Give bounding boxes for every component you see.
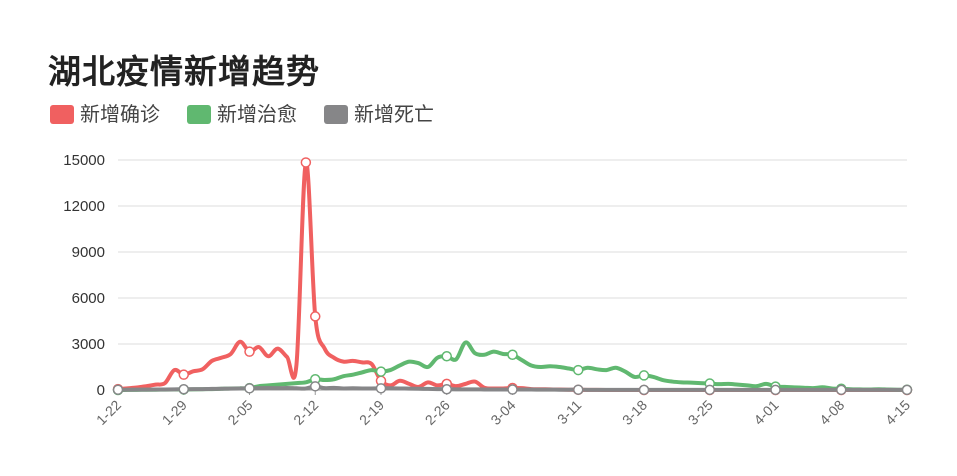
x-tick-label: 4-01: [750, 397, 781, 428]
x-tick-label: 3-18: [619, 397, 650, 428]
x-tick-label: 3-11: [554, 397, 585, 428]
data-point-deaths[interactable]: [704, 384, 715, 396]
y-tick-label: 3000: [72, 336, 105, 353]
data-point-recovered[interactable]: [375, 366, 387, 377]
data-point-confirmed-peak[interactable]: [300, 157, 312, 168]
x-tick-label: 3-04: [487, 397, 518, 428]
legend-item-confirmed[interactable]: 新增确诊: [50, 100, 160, 128]
data-point-confirmed[interactable]: [178, 369, 189, 380]
legend: 新增确诊 新增治愈 新增死亡: [50, 100, 461, 128]
legend-swatch-confirmed: [50, 104, 74, 124]
legend-item-deaths[interactable]: 新增死亡: [324, 100, 434, 128]
x-tick-label: 1-29: [159, 397, 190, 428]
data-point-deaths[interactable]: [310, 381, 321, 392]
data-point-recovered[interactable]: [573, 364, 584, 376]
data-point-deaths[interactable]: [507, 384, 518, 395]
x-tick-label: 4-15: [882, 397, 913, 428]
y-axis-ticks: 0 3000 6000 9000 12000 15000: [63, 152, 105, 399]
y-tick-label: 15000: [63, 152, 105, 169]
data-point-deaths[interactable]: [244, 383, 255, 394]
data-point-recovered[interactable]: [507, 349, 518, 360]
legend-label-confirmed: 新增确诊: [80, 102, 160, 126]
data-point-deaths[interactable]: [770, 384, 781, 396]
chart-title: 湖北疫情新增趋势: [48, 52, 320, 91]
data-point-deaths[interactable]: [112, 384, 124, 395]
legend-swatch-recovered: [187, 104, 211, 124]
y-tick-label: 6000: [72, 290, 105, 307]
data-point-confirmed[interactable]: [310, 311, 321, 322]
x-tick-label: 2-05: [224, 397, 255, 428]
x-tick-label: 2-12: [290, 397, 321, 428]
data-point-deaths[interactable]: [836, 384, 847, 396]
y-tick-label: 9000: [72, 244, 105, 261]
data-point-deaths[interactable]: [901, 384, 913, 396]
legend-label-recovered: 新增治愈: [217, 102, 297, 126]
data-point-deaths[interactable]: [375, 383, 387, 394]
data-point-deaths[interactable]: [638, 384, 650, 396]
x-tick-label: 4-08: [816, 397, 847, 428]
x-tick-label: 3-25: [685, 397, 716, 428]
x-axis-ticks: 1-22 1-29 2-05 2-12 2-19 2-26 3-04 3-11 3-18 3-25…: [93, 390, 913, 428]
data-point-deaths[interactable]: [441, 383, 452, 395]
y-tick-label: 0: [97, 382, 105, 399]
legend-label-deaths: 新增死亡: [354, 102, 434, 126]
data-point-confirmed[interactable]: [244, 346, 255, 357]
x-tick-label: 1-22: [93, 397, 124, 428]
y-tick-label: 12000: [63, 198, 105, 215]
series-markers: [112, 157, 913, 396]
data-point-recovered[interactable]: [638, 370, 650, 381]
x-tick-label: 2-26: [422, 397, 453, 428]
legend-swatch-deaths: [324, 104, 348, 124]
x-tick-label: 2-19: [356, 397, 387, 428]
data-point-deaths[interactable]: [573, 384, 584, 395]
data-point-deaths[interactable]: [178, 383, 189, 395]
legend-item-recovered[interactable]: 新增治愈: [187, 100, 297, 128]
data-point-recovered[interactable]: [441, 351, 452, 362]
